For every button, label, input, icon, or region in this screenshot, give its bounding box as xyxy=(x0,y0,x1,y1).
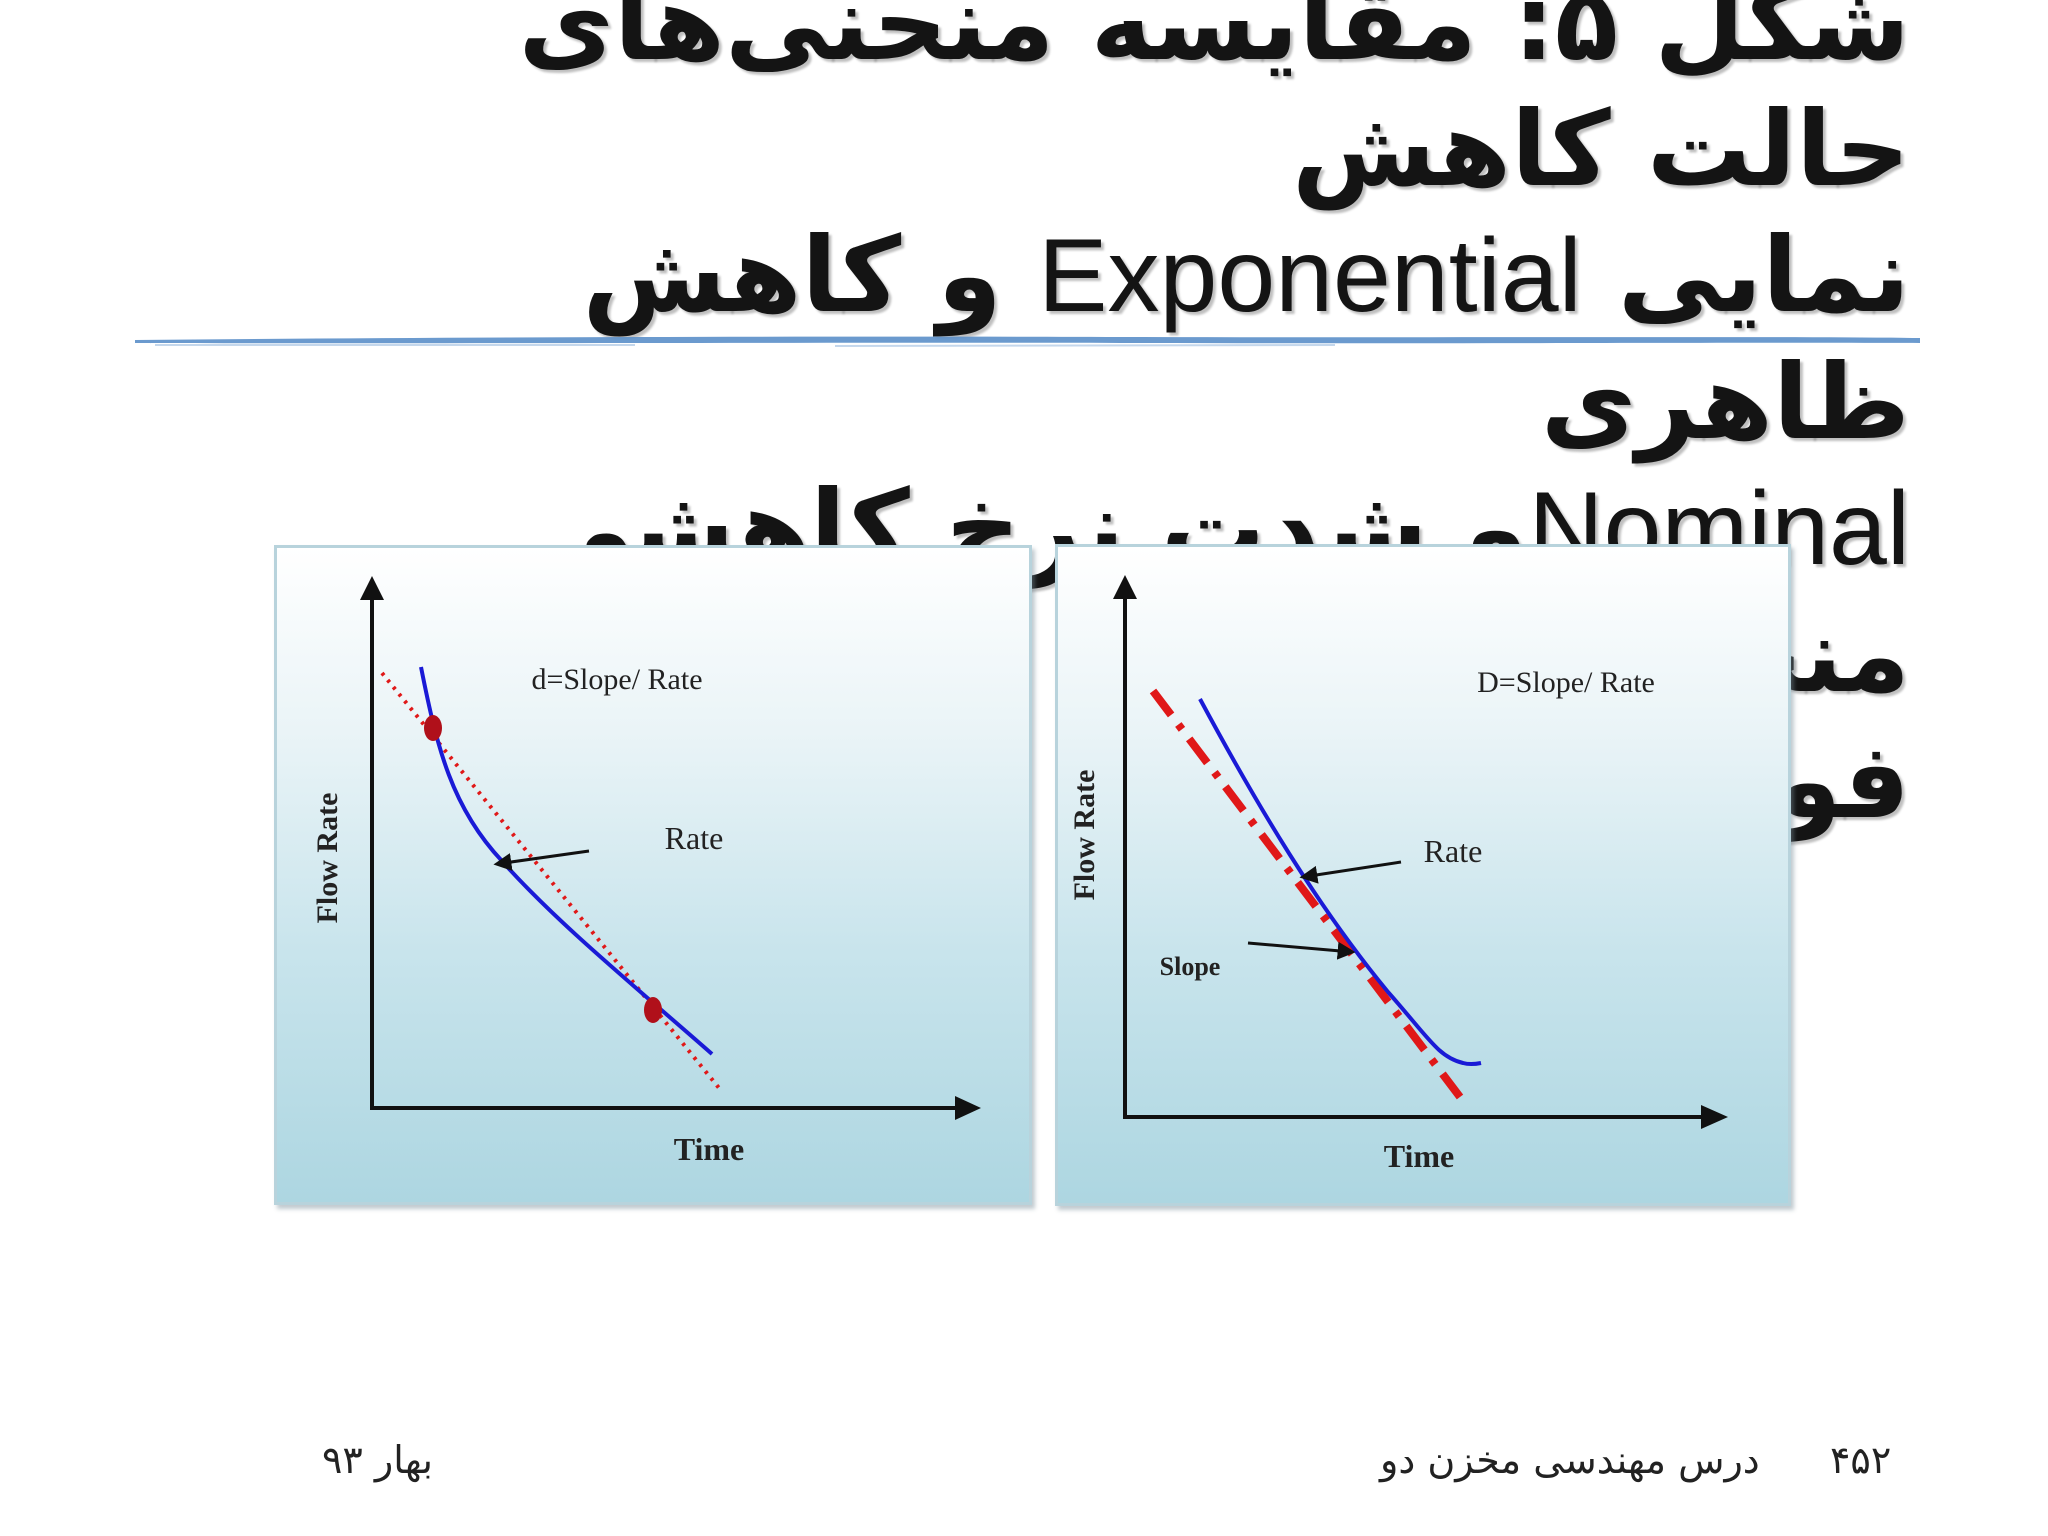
y-axis-arrowhead xyxy=(360,576,384,600)
exponential-decline-diagram: D=Slope/ Rate Rate Slope Flow Rate Time xyxy=(1068,575,1728,1174)
decline-formula-label: d=Slope/ Rate xyxy=(531,663,702,696)
rate-curve xyxy=(419,666,714,1056)
footer-course-title: درس مهندسی مخزن دو xyxy=(1380,1438,1760,1482)
x-axis-arrowhead xyxy=(1701,1105,1728,1129)
y-axis-label: Flow Rate xyxy=(311,793,344,924)
tangent-point-upper xyxy=(424,715,442,741)
x-axis-arrowhead xyxy=(955,1096,981,1120)
slope-arrow xyxy=(1247,941,1356,960)
rate-label: Rate xyxy=(1424,833,1483,869)
rate-curve xyxy=(1198,698,1482,1067)
title-line-2-pre: نمایی xyxy=(1617,214,1910,336)
rate-label: Rate xyxy=(665,820,724,856)
exponential-decline-panel: D=Slope/ Rate Rate Slope Flow Rate Time xyxy=(1055,544,1791,1206)
x-axis-label: Time xyxy=(1384,1138,1455,1174)
y-axis-label: Flow Rate xyxy=(1068,770,1101,901)
rate-arrow xyxy=(1299,860,1402,884)
nominal-decline-panel: d=Slope/ Rate Rate Flow Rate Time xyxy=(274,545,1032,1205)
title-divider-rule xyxy=(135,336,1920,347)
y-axis-arrowhead xyxy=(1113,575,1137,599)
decline-formula-label: D=Slope/ Rate xyxy=(1477,666,1655,699)
slope-label: Slope xyxy=(1160,952,1221,981)
title-line-2-post: و کاهش ظاهری xyxy=(582,214,1910,463)
nominal-decline-diagram: d=Slope/ Rate Rate Flow Rate Time xyxy=(311,576,981,1167)
title-line-1: شکل ۵: مقایسه منحنی‌های حالت کاهش xyxy=(518,0,1910,210)
footer-page-number: ۴۵۲ xyxy=(1830,1438,1892,1482)
tangent-line xyxy=(1149,688,1464,1100)
tangent-point-lower xyxy=(644,997,662,1023)
title-exponential: Exponential xyxy=(1038,218,1582,334)
footer-date: بهار ۹۳ xyxy=(322,1438,433,1482)
rate-arrow xyxy=(493,849,590,871)
x-axis-label: Time xyxy=(674,1131,745,1167)
